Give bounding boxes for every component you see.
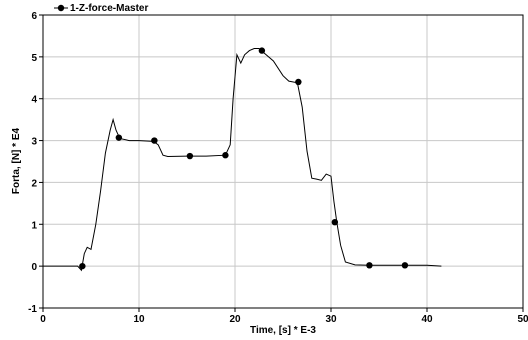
y-tick-label: 3	[31, 137, 37, 148]
data-point-marker	[79, 262, 86, 270]
y-tick-label: 4	[31, 95, 37, 106]
data-point-marker	[115, 134, 123, 141]
series-line	[43, 48, 442, 272]
y-tick-label: 0	[31, 262, 37, 273]
x-tick-label: 10	[133, 314, 145, 325]
data-point-marker	[186, 152, 194, 160]
legend: 1-Z-force-Master	[54, 3, 148, 14]
data-point-marker	[366, 262, 373, 269]
x-tick-label: 20	[229, 314, 241, 325]
data-point-marker	[258, 47, 266, 54]
x-tick-label: 50	[517, 314, 528, 325]
y-tick-label: -1	[28, 304, 37, 315]
data-point-marker	[401, 262, 409, 269]
y-axis-label: Forta, [N] * E4	[11, 128, 22, 195]
gridlines	[43, 15, 523, 308]
x-axis-label: Time, [s] * E-3	[250, 325, 316, 336]
x-tick-label: 40	[421, 314, 433, 325]
plot-area-frame	[42, 14, 524, 309]
data-point-marker	[151, 137, 158, 144]
y-tick-label: 6	[31, 11, 37, 22]
legend-marker-sample	[57, 4, 65, 12]
legend-label: 1-Z-force-Master	[70, 3, 148, 14]
y-axis-ticks: -1 0 1 2 3 4 5 6	[28, 11, 43, 315]
series-layer	[43, 47, 442, 272]
y-tick-label: 1	[31, 220, 37, 231]
data-point-marker	[331, 218, 339, 226]
x-tick-label: 0	[40, 314, 46, 325]
y-tick-label: 5	[31, 53, 37, 64]
data-point-marker	[295, 78, 302, 86]
x-tick-label: 30	[325, 314, 337, 325]
data-point-marker	[222, 152, 229, 159]
x-axis-ticks: 0 10 20 30 40 50	[40, 308, 528, 325]
y-tick-label: 2	[31, 178, 37, 189]
